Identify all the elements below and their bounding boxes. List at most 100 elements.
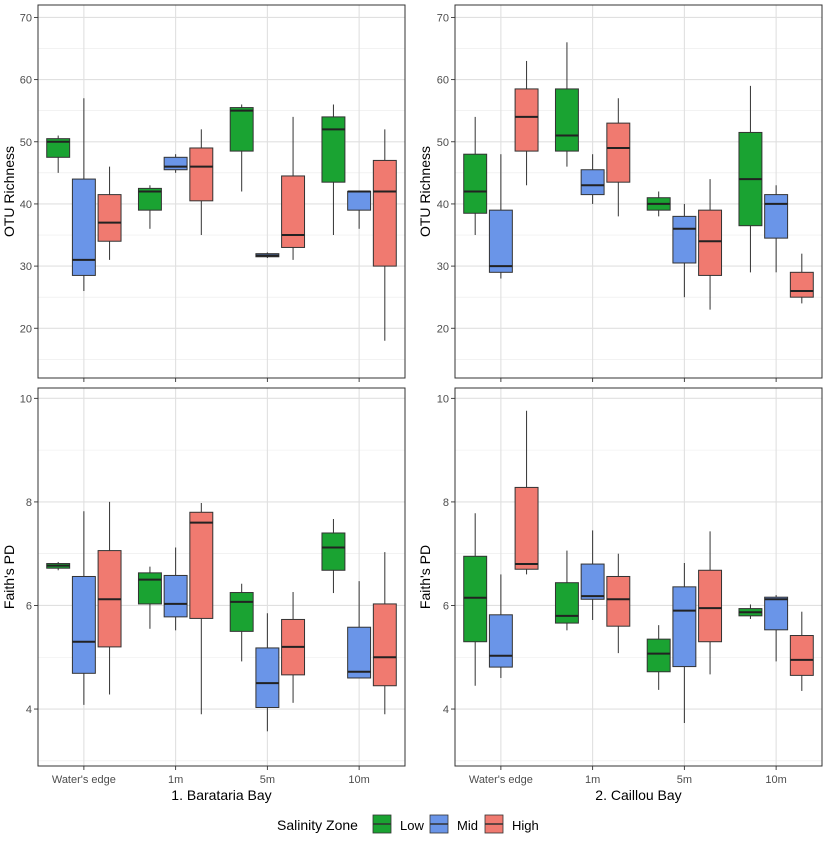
box-low-5m xyxy=(229,583,254,662)
box-high-water-s-edge xyxy=(97,501,122,695)
box-body xyxy=(606,575,631,627)
box-low-10m xyxy=(738,604,763,619)
box-high-1m xyxy=(606,553,631,654)
panel-background xyxy=(455,5,822,378)
box-body xyxy=(764,194,789,239)
box-high-10m xyxy=(372,552,397,715)
box-body xyxy=(321,116,346,183)
box-high-5m xyxy=(281,116,306,260)
y-axis-label: Faith's PD xyxy=(417,545,433,609)
box-body xyxy=(764,596,789,631)
y-tick-label: 8 xyxy=(443,497,449,509)
legend-label-low: Low xyxy=(400,818,424,833)
box-high-1m xyxy=(189,129,214,236)
panels: 20 30 40 50 60 70 OTU Richness 20 30 40 50 60 70 OTU … xyxy=(1,4,823,803)
box-body xyxy=(463,153,488,214)
y-tick-label: 6 xyxy=(26,600,32,612)
box-high-1m xyxy=(189,502,214,715)
box-body xyxy=(789,271,814,298)
y-tick-label: 50 xyxy=(437,137,449,149)
legend-label-high: High xyxy=(512,818,539,833)
box-body xyxy=(46,138,71,158)
panel-border xyxy=(454,387,823,767)
box-mid-5m xyxy=(672,563,697,724)
x-axis-label: 2. Caillou Bay xyxy=(595,787,681,803)
y-axis-label: Faith's PD xyxy=(1,545,17,609)
box-mid-10m xyxy=(764,185,789,273)
box-high-water-s-edge xyxy=(514,60,539,186)
box-body xyxy=(698,569,723,643)
x-tick-label-5m: 5m xyxy=(260,774,275,786)
box-body xyxy=(189,511,214,619)
panel-border xyxy=(37,387,406,767)
box-body xyxy=(606,122,631,183)
box-mid-1m xyxy=(580,154,605,204)
y-tick-label: 4 xyxy=(26,704,32,716)
panel-bottom-left: 4 6 8 10 Water's edge 1m 5m 10m Faith's PD 1. Bar… xyxy=(1,387,406,803)
box-low-1m xyxy=(137,566,162,629)
box-body xyxy=(372,159,397,267)
box-low-10m xyxy=(738,85,763,273)
box-low-1m xyxy=(554,42,579,167)
y-tick-label: 6 xyxy=(443,600,449,612)
box-body xyxy=(321,532,346,571)
box-high-10m xyxy=(789,253,814,304)
panel-bottom-right: 4 6 8 10 Water's edge 1m 5m 10m Faith's PD 2. Cai… xyxy=(417,387,823,803)
box-mid-5m xyxy=(255,613,280,732)
box-body xyxy=(514,88,539,152)
box-body xyxy=(488,614,513,668)
y-tick-label: 40 xyxy=(20,199,32,211)
x-tick-label-5m: 5m xyxy=(677,774,692,786)
box-body xyxy=(789,635,814,676)
box-body xyxy=(488,209,513,273)
panel-background xyxy=(38,5,405,378)
x-tick-label-water-s-edge: Water's edge xyxy=(469,774,533,786)
panel-top-left: 20 30 40 50 60 70 OTU Richness xyxy=(1,4,406,382)
legend-item-low: Low xyxy=(372,814,424,834)
legend-item-mid: Mid xyxy=(429,814,478,834)
x-tick-label-10m: 10m xyxy=(765,774,786,786)
box-body xyxy=(646,638,671,673)
box-mid-water-s-edge xyxy=(488,574,513,678)
legend: Salinity Zone Low Mid High xyxy=(277,814,539,834)
box-high-10m xyxy=(789,611,814,691)
box-body xyxy=(189,147,214,202)
box-mid-water-s-edge xyxy=(488,154,513,279)
y-axis-label: OTU Richness xyxy=(1,146,17,237)
box-body xyxy=(71,178,96,276)
y-tick-label: 4 xyxy=(443,704,449,716)
box-low-5m xyxy=(646,625,671,690)
box-body xyxy=(281,175,306,248)
box-body xyxy=(163,156,188,171)
y-tick-label: 30 xyxy=(437,261,449,273)
box-high-5m xyxy=(281,592,306,703)
y-tick-label: 70 xyxy=(20,12,32,24)
box-low-1m xyxy=(554,550,579,631)
box-body xyxy=(514,486,539,570)
box-high-water-s-edge xyxy=(97,166,122,260)
x-tick-label-1m: 1m xyxy=(168,774,183,786)
box-body xyxy=(580,169,605,196)
box-low-10m xyxy=(321,519,346,594)
box-body xyxy=(463,555,488,643)
box-body xyxy=(554,582,579,624)
legend-item-high: High xyxy=(484,814,539,834)
box-body xyxy=(97,194,122,242)
box-low-water-s-edge xyxy=(46,135,71,173)
x-axis-label: 1. Barataria Bay xyxy=(171,787,271,803)
y-tick-label: 40 xyxy=(437,199,449,211)
box-mid-1m xyxy=(163,547,188,631)
box-mid-1m xyxy=(163,154,188,173)
box-mid-10m xyxy=(764,595,789,662)
box-mid-5m xyxy=(672,203,697,298)
box-high-5m xyxy=(698,531,723,675)
box-high-5m xyxy=(698,179,723,310)
box-body xyxy=(372,603,397,687)
y-tick-label: 20 xyxy=(437,323,449,335)
y-tick-label: 30 xyxy=(20,261,32,273)
panel-top-right: 20 30 40 50 60 70 OTU Richness xyxy=(417,4,823,382)
box-mid-10m xyxy=(347,581,372,679)
legend-label-mid: Mid xyxy=(457,818,478,833)
